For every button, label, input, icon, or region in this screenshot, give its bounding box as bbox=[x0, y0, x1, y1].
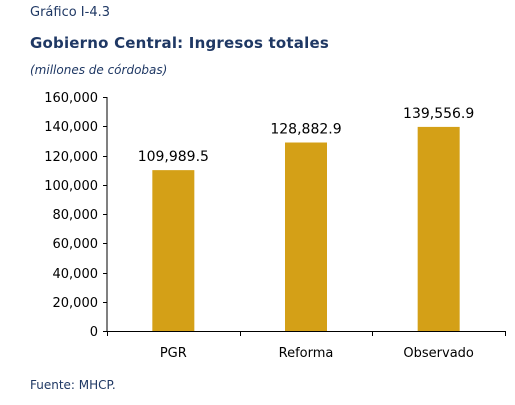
x-tick-label: Observado bbox=[403, 346, 474, 361]
y-tick-label: 0 bbox=[90, 325, 98, 340]
source-note: Fuente: MHCP. bbox=[30, 378, 116, 392]
value-labels: 109,989.5 128,882.9 139,556.9 bbox=[138, 106, 475, 165]
y-tick-label: 100,000 bbox=[44, 179, 98, 194]
x-axis: PGR Reforma Observado bbox=[107, 331, 506, 361]
y-tick-label: 40,000 bbox=[53, 267, 99, 282]
y-tick-label: 160,000 bbox=[44, 91, 98, 106]
y-tick-label: 120,000 bbox=[44, 150, 98, 165]
bar-chart: 0 20,000 40,000 60,000 80,000 100,000 120,000 1… bbox=[44, 91, 506, 361]
y-tick-label: 140,000 bbox=[44, 120, 98, 135]
bar-reforma bbox=[285, 142, 327, 331]
x-tick-label: PGR bbox=[160, 346, 187, 361]
y-tick-label: 20,000 bbox=[53, 296, 99, 311]
value-label: 139,556.9 bbox=[403, 106, 474, 122]
bar-pgr bbox=[152, 170, 195, 331]
y-axis: 0 20,000 40,000 60,000 80,000 100,000 120,000 1… bbox=[44, 91, 108, 340]
value-label: 128,882.9 bbox=[270, 122, 341, 138]
chart-title: Gobierno Central: Ingresos totales bbox=[30, 34, 329, 52]
bars bbox=[152, 126, 460, 331]
bar-observado bbox=[417, 126, 460, 331]
value-label: 109,989.5 bbox=[138, 149, 209, 165]
x-tick-label: Reforma bbox=[279, 346, 334, 361]
chart-kicker: Gráfico I-4.3 bbox=[30, 5, 111, 20]
y-tick-label: 80,000 bbox=[53, 208, 99, 223]
y-tick-label: 60,000 bbox=[53, 237, 99, 252]
chart-subtitle: (millones de córdobas) bbox=[30, 63, 168, 77]
